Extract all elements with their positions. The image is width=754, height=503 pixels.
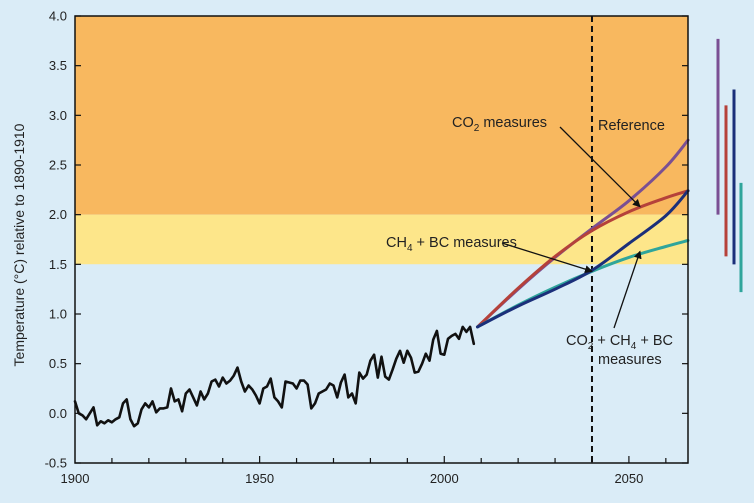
annotation-combined-line1: CO2 + CH4 + BC [566,333,673,352]
annotation-co2-measures: CO2 measures [452,115,547,134]
arrow-ch4bc [501,242,593,274]
y-tick-label: 1.5 [49,257,67,272]
zone-0 [75,16,688,215]
x-tick-label: 2000 [430,471,459,486]
series-co2-line [476,189,690,329]
y-tick-label: 2.5 [49,158,67,173]
y-tick-label: -0.5 [45,456,67,471]
annotation-arrows [501,126,642,329]
y-tick-label: 3.0 [49,108,67,123]
y-tick-label: 2.0 [49,207,67,222]
x-tick-label: 1900 [61,471,90,486]
x-tick-label: 1950 [245,471,274,486]
series-observed-line [73,325,476,428]
annotation-combined-line2: measures [598,352,662,368]
range-bars [716,38,743,293]
annotation-ch4-bc-measures: CH4 + BC measures [386,235,517,254]
y-tick-label: 1.0 [49,307,67,322]
temperature-zones [75,16,688,463]
y-tick-label: 0.0 [49,406,67,421]
annotations: CO2 measures Reference CH4 + BC measures… [386,115,673,368]
y-tick-label: 0.5 [49,356,67,371]
plot-frame [74,15,689,464]
x-tick-label: 2050 [614,471,643,486]
y-tick-label: 4.0 [49,9,67,24]
y-axis-label: Temperature (°C) relative to 1890-1910 [11,123,27,366]
arrow-co2 [559,126,641,208]
y-tick-label: 3.5 [49,58,67,73]
axes [74,15,689,464]
zone-1 [75,214,688,265]
arrow-combined [613,250,642,329]
tick-labels: -0.5 0.0 0.5 1.0 1.5 2.0 2.5 3.0 3.5 4.0 1900 1950 2… [45,9,644,487]
annotation-reference: Reference [598,118,665,134]
